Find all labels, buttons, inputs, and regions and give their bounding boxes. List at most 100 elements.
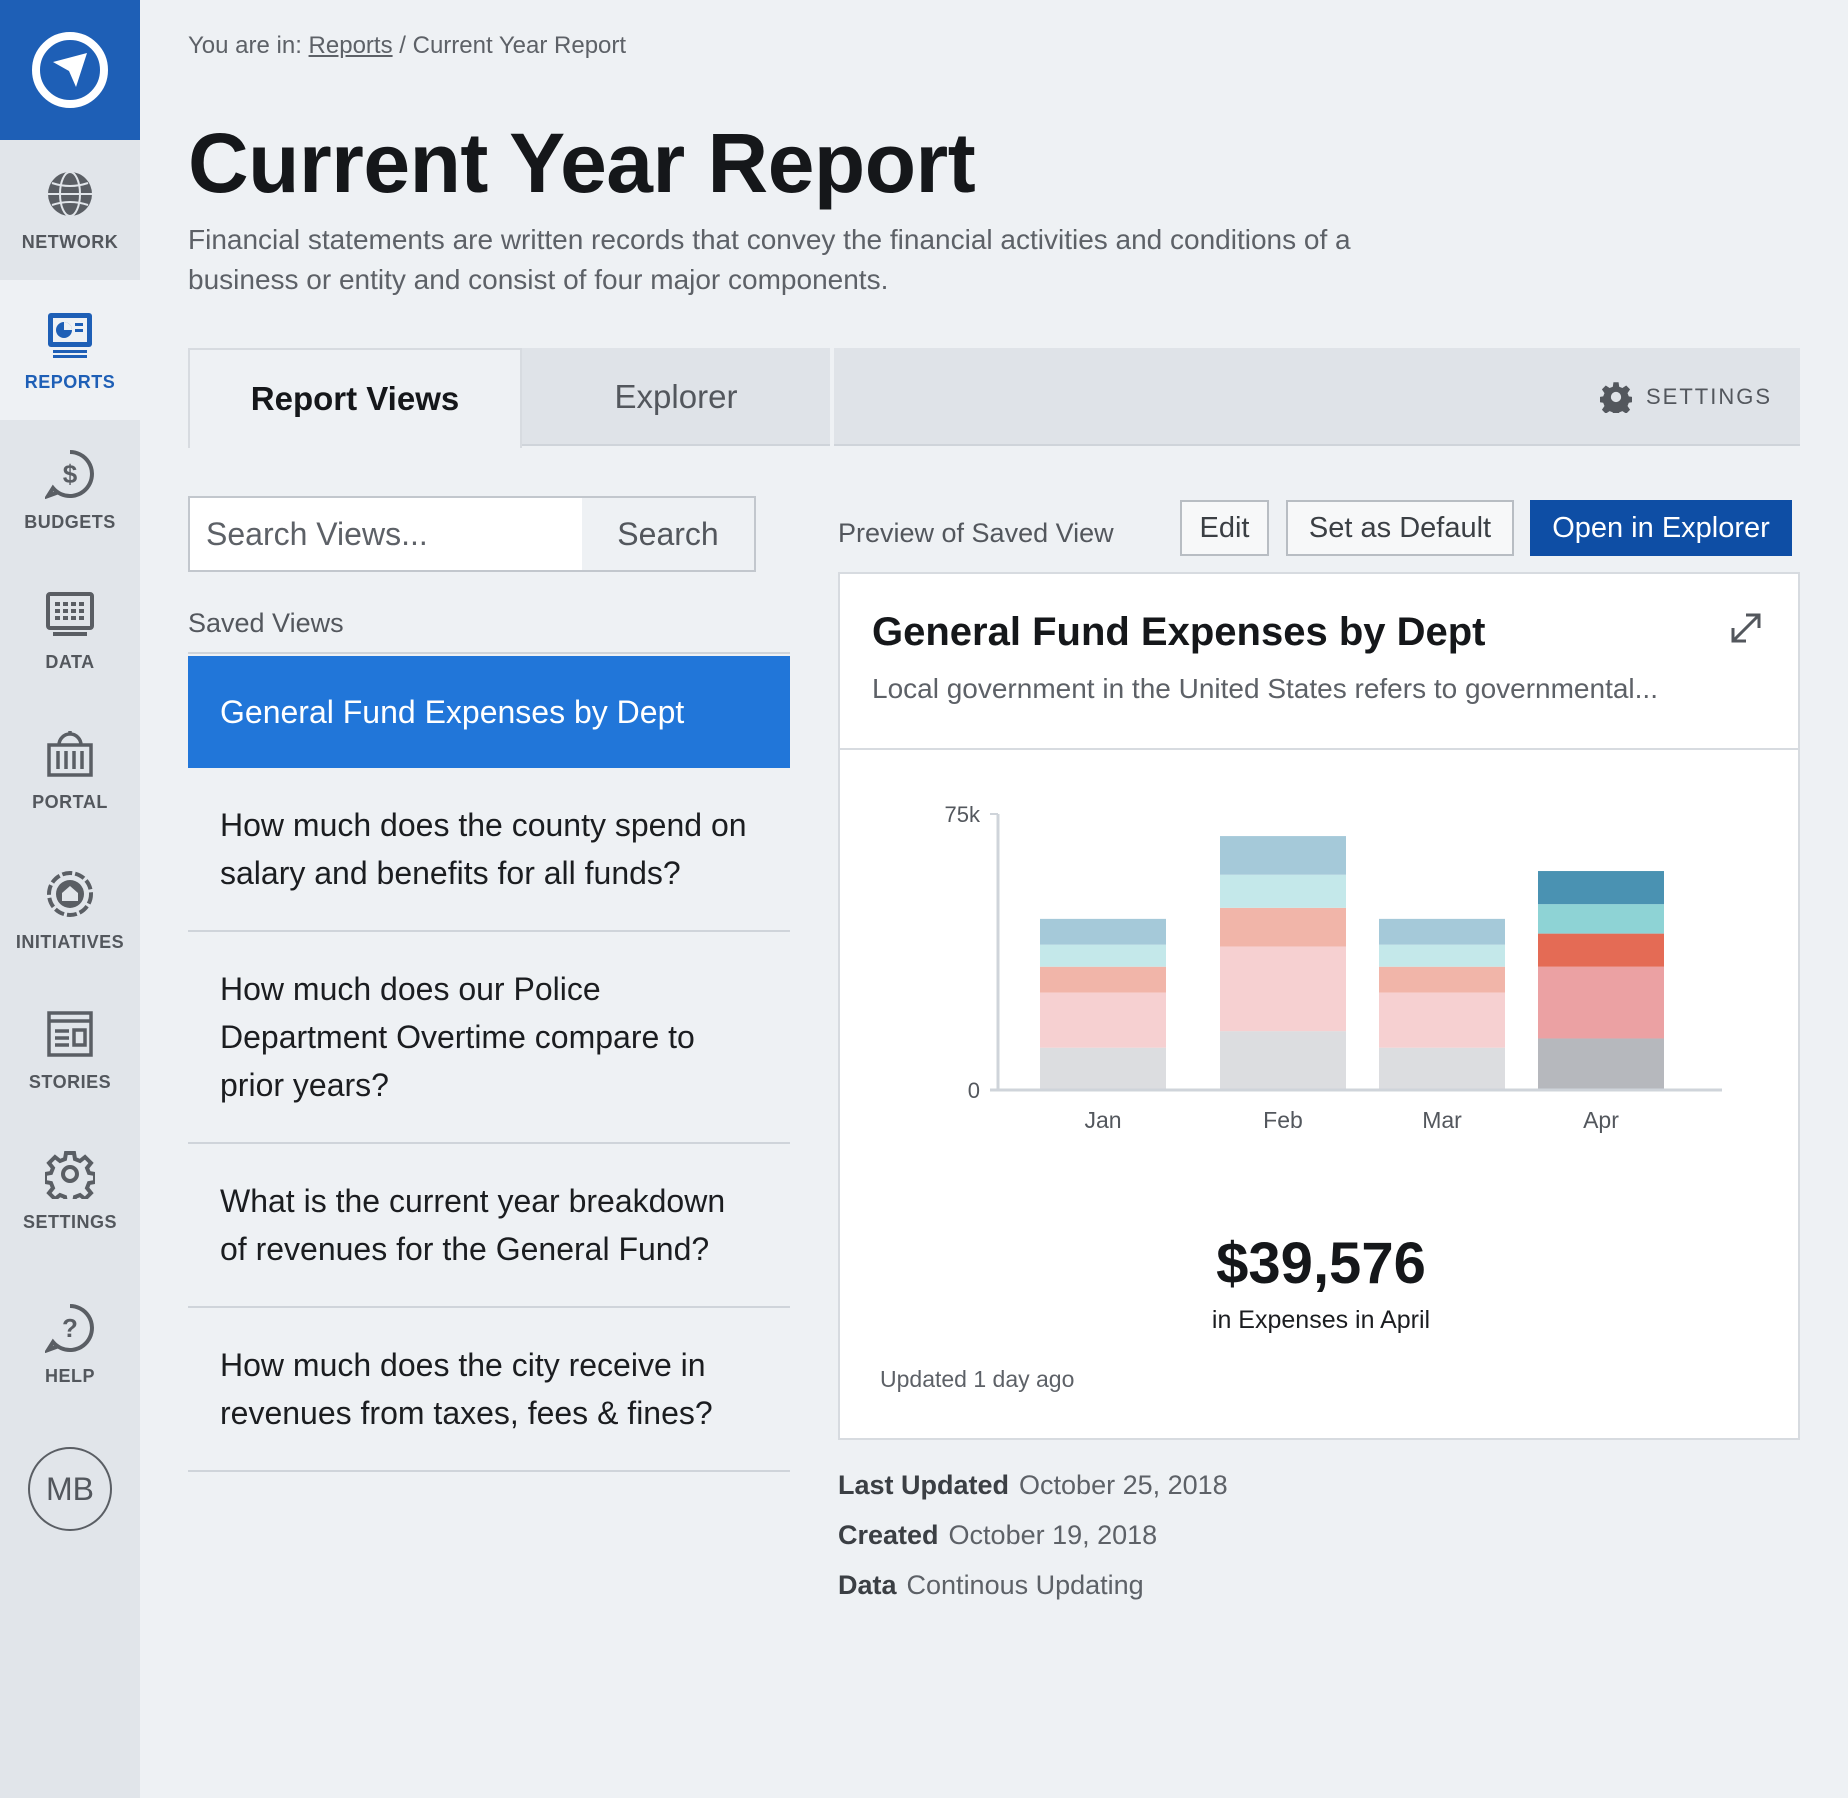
edit-button[interactable]: Edit — [1180, 500, 1269, 556]
page-description: Financial statements are written records… — [188, 224, 1351, 295]
nav-label: HELP — [44, 1365, 95, 1386]
meta-label: Last Updated — [838, 1470, 1010, 1500]
breadcrumb-prefix: You are in: — [188, 32, 302, 59]
meta-value: October 19, 2018 — [948, 1520, 1158, 1550]
breadcrumb: You are in: Reports / Current Year Repor… — [188, 32, 626, 60]
nav-stories[interactable]: STORIES — [0, 980, 140, 1120]
bar-segment — [1040, 966, 1166, 993]
nav-help[interactable]: ? HELP — [0, 1274, 140, 1414]
stacked-bar-chart: 75k 0 Jan Feb Mar Apr — [945, 802, 1722, 1133]
nav-label: STORIES — [28, 1071, 112, 1092]
x-tick-label: Feb — [1263, 1107, 1303, 1133]
expand-icon[interactable] — [1728, 610, 1764, 651]
bar-segment — [1040, 1047, 1166, 1090]
x-tick-label: Apr — [1583, 1107, 1619, 1133]
bar-segment — [1538, 933, 1664, 967]
tab-report-views[interactable]: Report Views — [188, 348, 522, 448]
y-tick-label: 75k — [945, 802, 981, 827]
bar-segment — [1379, 966, 1505, 993]
tab-explorer[interactable]: Explorer — [614, 378, 738, 415]
user-avatar[interactable]: MB — [28, 1447, 112, 1531]
updated-text: Updated 1 day ago — [880, 1366, 1075, 1392]
bar-segment — [1538, 1038, 1664, 1090]
nav-label: PORTAL — [32, 791, 108, 812]
breadcrumb-separator: / — [399, 32, 406, 59]
sidebar: NETWORK REPORTS $ BUDGETS DATA PORTAL IN… — [0, 0, 140, 1798]
breadcrumb-current: Current Year Report — [412, 32, 627, 59]
bar-segment — [1538, 966, 1664, 1039]
tab-divider — [830, 348, 834, 446]
svg-text:?: ? — [62, 1313, 78, 1343]
bar-segment — [1040, 944, 1166, 967]
nav-label: INITIATIVES — [15, 931, 125, 952]
meta-label: Data — [838, 1570, 897, 1600]
building-icon — [44, 728, 96, 780]
list-item[interactable]: How much does our Police Department Over… — [188, 932, 790, 1144]
settings-label: SETTINGS — [1645, 384, 1772, 409]
x-tick-label: Mar — [1422, 1107, 1462, 1133]
nav-initiatives[interactable]: INITIATIVES — [0, 840, 140, 980]
nav-label: NETWORK — [21, 231, 119, 252]
bar-segment — [1379, 1047, 1505, 1090]
logo[interactable] — [0, 0, 140, 140]
nav-label: REPORTS — [24, 371, 116, 392]
bar-segment — [1220, 1031, 1346, 1090]
nav-label: SETTINGS — [22, 1211, 117, 1232]
card-header: General Fund Expenses by Dept Local gove… — [840, 574, 1798, 750]
svg-text:$: $ — [63, 459, 78, 489]
x-tick-label: Jan — [1084, 1107, 1121, 1133]
bar-segment — [1220, 836, 1346, 875]
search-input[interactable] — [190, 498, 582, 570]
compass-logo-icon — [32, 32, 108, 108]
settings-button[interactable]: SETTINGS — [1599, 348, 1772, 446]
big-value: $39,576 — [1216, 1231, 1426, 1296]
bar-segment — [1379, 918, 1505, 945]
bar-segment — [1538, 871, 1664, 905]
breadcrumb-link-reports[interactable]: Reports — [308, 32, 393, 59]
meta-label: Created — [838, 1520, 939, 1550]
bar-segment — [1220, 907, 1346, 947]
globe-icon — [44, 168, 96, 220]
preview-label: Preview of Saved View — [838, 518, 1114, 548]
meta-last-updated: Last Updated October 25, 2018 — [838, 1470, 1228, 1501]
preview-card: General Fund Expenses by Dept Local gove… — [838, 572, 1800, 1440]
meta-created: Created October 19, 2018 — [838, 1520, 1157, 1551]
saved-views-list: General Fund Expenses by Dept How much d… — [188, 652, 790, 1472]
nav-network[interactable]: NETWORK — [0, 140, 140, 280]
saved-views-header: Saved Views — [188, 608, 344, 638]
stories-icon — [44, 1008, 96, 1060]
search-button[interactable]: Search — [582, 498, 754, 570]
search-box: Search — [188, 496, 756, 572]
nav-portal[interactable]: PORTAL — [0, 700, 140, 840]
list-item[interactable]: How much does the county spend on salary… — [188, 768, 790, 932]
reports-icon — [44, 308, 96, 360]
set-default-button[interactable]: Set as Default — [1286, 500, 1514, 556]
big-value-caption: in Expenses in April — [1211, 1306, 1431, 1334]
gear-icon — [1599, 381, 1632, 413]
open-in-explorer-button[interactable]: Open in Explorer — [1530, 500, 1792, 556]
nav-reports[interactable]: REPORTS — [0, 280, 140, 420]
nav-data[interactable]: DATA — [0, 560, 140, 700]
dollar-icon: $ — [44, 448, 96, 500]
gear-icon — [44, 1148, 96, 1200]
meta-data: Data Continous Updating — [838, 1570, 1144, 1601]
bar-segment — [1538, 904, 1664, 934]
card-subtitle: Local government in the United States re… — [872, 673, 1658, 704]
nav-budgets[interactable]: $ BUDGETS — [0, 420, 140, 560]
help-icon: ? — [44, 1302, 96, 1354]
meta-value: October 25, 2018 — [1019, 1470, 1228, 1500]
bar-segment — [1220, 874, 1346, 908]
bar-segment — [1220, 946, 1346, 1032]
page-title: Current Year Report — [188, 116, 976, 210]
data-grid-icon — [44, 588, 96, 640]
list-item[interactable]: What is the current year breakdown of re… — [188, 1144, 790, 1308]
nav-label: DATA — [45, 651, 95, 672]
card-title: General Fund Expenses by Dept — [872, 610, 1486, 654]
tab-bar: Report Views Explorer SETTINGS — [188, 348, 1800, 448]
initiatives-icon — [44, 868, 96, 920]
nav-settings[interactable]: SETTINGS — [0, 1120, 140, 1260]
list-item[interactable]: General Fund Expenses by Dept — [188, 656, 790, 768]
list-item[interactable]: How much does the city receive in revenu… — [188, 1308, 790, 1472]
bar-segment — [1379, 944, 1505, 967]
y-tick-label: 0 — [968, 1078, 980, 1103]
